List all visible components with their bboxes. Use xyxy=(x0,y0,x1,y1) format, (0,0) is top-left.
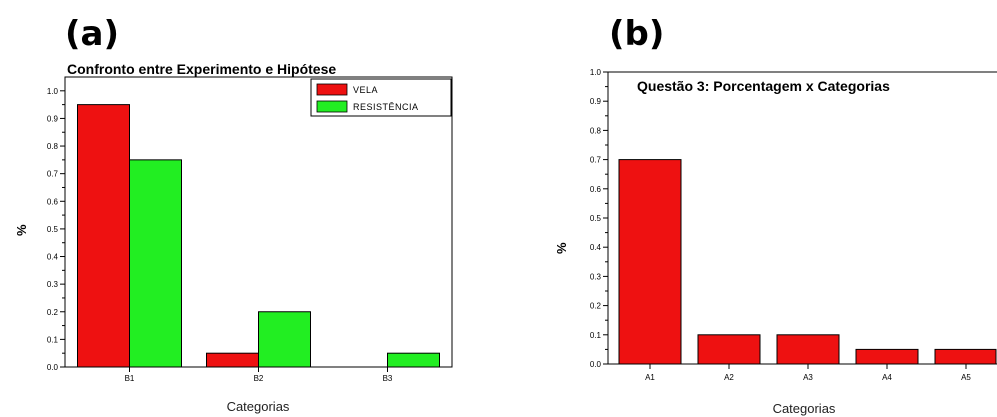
x-tick-label: A2 xyxy=(724,373,734,382)
legend-swatch-resistencia xyxy=(316,100,348,113)
y-tick-label: 0.1 xyxy=(47,335,59,344)
y-tick-label: 0.3 xyxy=(590,272,602,281)
chart-a-xlabel: Categorias xyxy=(227,399,290,414)
bar-a2 xyxy=(697,334,761,365)
chart-b: Questão 3: Porcentagem x Categorias % Ca… xyxy=(554,68,997,416)
y-tick-label: 0.2 xyxy=(590,302,602,311)
y-tick-label: 0.7 xyxy=(47,170,59,179)
y-tick-label: 0.4 xyxy=(47,253,59,262)
y-tick-label: 0.5 xyxy=(590,214,602,223)
y-tick-label: 1.0 xyxy=(47,87,59,96)
chart-b-title: Questão 3: Porcentagem x Categorias xyxy=(637,78,890,94)
x-tick-label: A1 xyxy=(645,373,655,382)
y-tick-label: 1.0 xyxy=(590,68,602,77)
chart-a-title: Confronto entre Experimento e Hipótese xyxy=(67,61,336,77)
y-tick-label: 0.6 xyxy=(590,185,602,194)
legend-label-resistencia: RESISTÊNCIA xyxy=(353,102,419,112)
bar-vela-b1 xyxy=(77,104,130,368)
y-tick-label: 0.8 xyxy=(47,142,59,151)
legend-label-vela: VELA xyxy=(353,85,378,95)
x-tick-label: A4 xyxy=(882,373,892,382)
y-tick-label: 0.2 xyxy=(47,308,59,317)
y-tick-label: 0.1 xyxy=(590,331,602,340)
legend-swatch-vela xyxy=(316,83,348,96)
y-tick-label: 0.0 xyxy=(47,363,59,372)
chart-a: Confronto entre Experimento e Hipótese %… xyxy=(14,61,453,414)
chart-a-xticks: B1 B2 B3 xyxy=(125,367,393,383)
bar-vela-b2 xyxy=(206,352,259,368)
chart-a-bars xyxy=(77,104,440,368)
bar-a5 xyxy=(934,348,997,365)
y-tick-label: 0.9 xyxy=(47,114,59,123)
bar-resistencia-b1 xyxy=(129,159,182,368)
y-tick-label: 0.3 xyxy=(47,280,59,289)
chart-b-xticks: A1 A2 A3 A4 A5 xyxy=(645,364,971,382)
chart-a-yticks: 0.0 0.1 0.2 0.3 0.4 0.5 0.6 0.7 0.8 0.9 1.0 xyxy=(47,87,65,372)
chart-b-xlabel: Categorias xyxy=(773,401,836,416)
chart-a-ylabel: % xyxy=(14,224,29,236)
y-tick-label: 0.5 xyxy=(47,225,59,234)
x-tick-label: B3 xyxy=(383,374,393,383)
y-tick-label: 0.4 xyxy=(590,243,602,252)
x-tick-label: A3 xyxy=(803,373,813,382)
chart-b-ylabel: % xyxy=(554,242,569,254)
x-tick-label: A5 xyxy=(961,373,971,382)
y-tick-label: 0.7 xyxy=(590,156,602,165)
bar-a1 xyxy=(618,159,682,365)
bar-a4 xyxy=(855,348,919,365)
y-tick-label: 0.9 xyxy=(590,97,602,106)
y-tick-label: 0.8 xyxy=(590,126,602,135)
chart-b-bars xyxy=(618,159,997,365)
y-tick-label: 0.0 xyxy=(590,360,602,369)
bar-resistencia-b3 xyxy=(387,352,440,368)
x-tick-label: B1 xyxy=(125,374,135,383)
x-tick-label: B2 xyxy=(254,374,264,383)
bar-a3 xyxy=(776,334,840,365)
panel-label-a: (a) xyxy=(65,14,119,54)
panel-label-b: (b) xyxy=(609,14,664,54)
y-tick-label: 0.6 xyxy=(47,197,59,206)
chart-b-yticks: 0.0 0.1 0.2 0.3 0.4 0.5 0.6 0.7 0.8 0.9 1.0 xyxy=(590,68,608,369)
chart-a-legend: VELA RESISTÊNCIA xyxy=(310,78,452,117)
bar-resistencia-b2 xyxy=(258,311,311,368)
